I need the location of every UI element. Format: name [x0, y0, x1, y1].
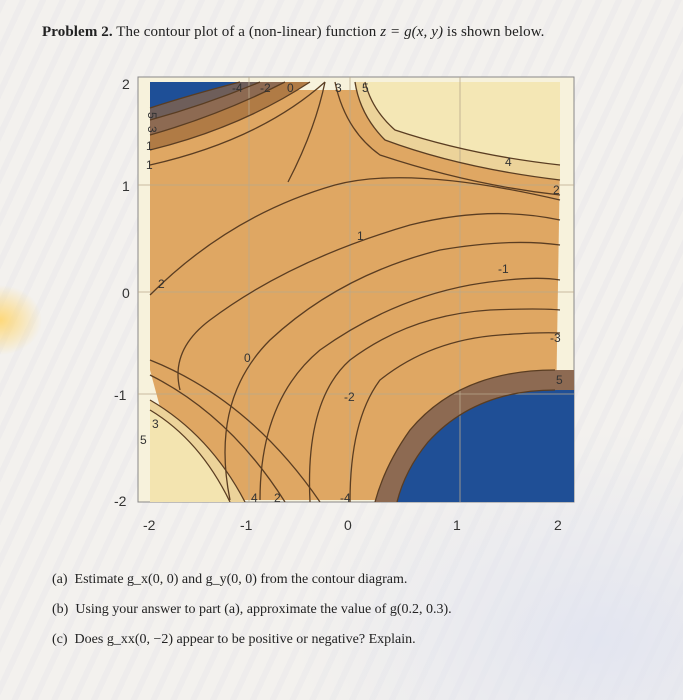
question-b: (b) Using your answer to part (a), approx… [52, 602, 452, 621]
y-tick-label: 0 [122, 285, 130, 301]
contour-label: 4 [505, 155, 512, 169]
y-tick-label: 1 [122, 178, 130, 194]
x-tick-label: -2 [143, 517, 156, 533]
problem-text-before: The contour plot of a (non-linear) funct… [112, 24, 381, 40]
x-tick-label: -1 [240, 517, 253, 533]
contour-label: 3 [145, 126, 159, 133]
contour-label: -1 [498, 262, 509, 276]
question-label: (a) [52, 572, 68, 587]
contour-label: 3 [335, 81, 342, 95]
region-bottom-left-light [150, 410, 230, 502]
question-text: Using your answer to part (a), approxima… [75, 602, 452, 617]
question-text: Does g_xx(0, −2) appear to be positive o… [74, 632, 416, 647]
problem-formula: z = g(x, y) [380, 24, 444, 40]
contour-lines [149, 81, 561, 502]
contour-label: -3 [550, 331, 561, 345]
contour-label: 4 [251, 491, 258, 505]
region-top-left-dark [150, 82, 240, 108]
contour-label: -4 [232, 81, 243, 95]
region-top-left-band1 [150, 82, 260, 120]
problem-text-after: is shown below. [443, 24, 545, 40]
question-text: Estimate g_x(0, 0) and g_y(0, 0) from th… [74, 572, 408, 587]
region-bottom-right-dark [397, 390, 574, 502]
contour-label: 5 [362, 81, 369, 95]
contour-label: 5 [556, 373, 563, 387]
x-tick-label: 2 [554, 517, 562, 533]
question-c: (c) Does g_xx(0, −2) appear to be positiv… [52, 632, 452, 651]
x-tick-label: 1 [453, 517, 461, 533]
y-tick-label: 2 [122, 76, 130, 92]
question-label: (c) [52, 632, 68, 647]
question-list: (a) Estimate g_x(0, 0) and g_y(0, 0) from… [52, 572, 452, 662]
contour-label: 1 [146, 158, 153, 172]
x-tick-label: 0 [344, 517, 352, 533]
region-top-right-light [365, 82, 560, 165]
contour-label: 0 [287, 81, 294, 95]
contour-value-labels: -4 -2 0 3 5 5 3 1 1 4 2 1 -1 2 0 -3 5 -2… [140, 81, 563, 505]
contour-label: -4 [340, 491, 351, 505]
axis-labels: -2 -1 0 1 2 2 1 0 -1 -2 [114, 76, 562, 533]
contour-label: 0 [244, 351, 251, 365]
contour-label: 2 [158, 277, 165, 291]
region-top-left-band3 [150, 82, 310, 150]
contour-label: 5 [140, 433, 147, 447]
contour-label: 1 [146, 139, 153, 153]
problem-number: Problem 2. [42, 24, 113, 40]
contour-label: 2 [274, 491, 281, 505]
y-tick-label: -2 [114, 493, 127, 509]
question-a: (a) Estimate g_x(0, 0) and g_y(0, 0) from… [52, 572, 452, 591]
region-top-left-band2 [150, 82, 285, 135]
problem-statement: Problem 2. The contour plot of a (non-li… [42, 24, 545, 41]
contour-label: 2 [553, 183, 560, 197]
region-bottom-left-band [150, 400, 245, 502]
contour-plot-figure: -2 -1 0 1 2 2 1 0 -1 -2 -4 -2 0 3 5 5 3 … [110, 70, 580, 545]
contour-regions [150, 82, 574, 502]
contour-plot: -2 -1 0 1 2 2 1 0 -1 -2 -4 -2 0 3 5 5 3 … [114, 76, 575, 533]
question-label: (b) [52, 602, 69, 617]
y-tick-label: -1 [114, 387, 127, 403]
contour-label: 1 [357, 229, 364, 243]
contour-label: 5 [145, 112, 159, 119]
contour-label: 3 [152, 417, 159, 431]
contour-label: -2 [344, 390, 355, 404]
contour-label: -2 [260, 81, 271, 95]
